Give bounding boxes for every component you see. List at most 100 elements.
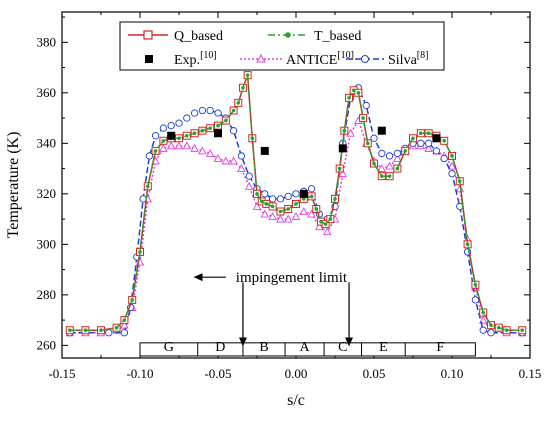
point-silva <box>268 195 277 203</box>
legend-marker-q-based <box>143 30 153 40</box>
point-t-based <box>361 116 365 120</box>
y-tick-label: 300 <box>37 236 57 251</box>
exp-point <box>167 131 176 140</box>
exp-point <box>377 126 386 135</box>
x-tick-label: 0.10 <box>441 366 464 381</box>
point-t-based <box>286 207 291 211</box>
point-t-based <box>450 154 454 158</box>
legend-marker-t-based <box>285 32 291 38</box>
point-silva <box>424 139 433 147</box>
point-antice <box>393 154 402 162</box>
point-silva <box>151 132 160 140</box>
point-t-based <box>241 85 245 90</box>
point-t-based <box>200 128 205 133</box>
x-tick-label: -0.05 <box>204 366 231 381</box>
point-t-based <box>264 202 269 206</box>
point-t-based <box>504 328 509 333</box>
y-axis-label: Temperature (K) <box>5 132 22 239</box>
point-t-based <box>395 166 400 171</box>
point-silva <box>198 106 207 115</box>
legend-entry-q-based: Q_based <box>128 29 223 44</box>
point-silva <box>479 326 487 334</box>
series-line-silva <box>69 87 523 334</box>
point-silva <box>378 149 386 158</box>
point-antice <box>307 209 316 218</box>
point-antice <box>276 214 285 223</box>
annotations: impingement limit <box>193 270 354 347</box>
point-silva <box>440 154 448 163</box>
point-t-based <box>372 161 376 166</box>
point-silva <box>261 190 269 198</box>
point-t-based <box>473 282 478 287</box>
point-silva <box>120 329 129 337</box>
point-t-based <box>442 139 447 143</box>
legend-label-q-based: Q_based <box>174 29 223 44</box>
x-tick-label: -0.10 <box>126 366 153 381</box>
point-silva <box>237 152 246 160</box>
point-t-based <box>99 328 103 333</box>
point-silva <box>432 147 441 155</box>
legend-label-t-based: T_based <box>314 29 361 44</box>
point-t-based <box>122 318 127 322</box>
point-silva <box>190 109 199 117</box>
point-t-based <box>208 126 212 130</box>
point-t-based <box>458 179 462 184</box>
point-silva <box>105 329 113 337</box>
point-t-based <box>153 149 158 153</box>
point-antice <box>120 320 129 329</box>
legend-label-silva-ref: [8] <box>417 50 429 61</box>
point-t-based <box>323 222 328 226</box>
y-tick-label: 320 <box>37 186 57 201</box>
point-t-based <box>138 250 142 254</box>
point-antice <box>182 141 192 150</box>
legend-marker-antice <box>256 53 266 63</box>
point-t-based <box>365 141 370 146</box>
point-silva <box>276 195 285 203</box>
exp-point <box>299 189 308 198</box>
point-silva <box>183 114 191 122</box>
point-silva <box>417 139 425 147</box>
point-t-based <box>337 166 342 171</box>
point-silva <box>159 124 168 132</box>
point-t-based <box>302 197 306 201</box>
zone-label-a: A <box>300 340 311 355</box>
point-silva <box>167 121 175 130</box>
y-tick-label: 340 <box>37 135 57 150</box>
point-t-based <box>146 184 150 189</box>
point-silva <box>145 152 154 160</box>
point-t-based <box>333 197 337 201</box>
point-t-based <box>342 128 347 133</box>
point-antice <box>268 212 277 221</box>
point-silva <box>385 152 394 160</box>
point-t-based <box>481 310 486 315</box>
legend-label-antice-ref: [10] <box>337 50 354 61</box>
point-t-based <box>185 133 189 138</box>
point-antice <box>377 164 387 173</box>
legend-label-silva-text: Silva <box>388 53 418 68</box>
point-t-based <box>270 204 275 209</box>
point-antice <box>299 207 309 215</box>
point-silva <box>362 101 370 110</box>
point-antice <box>190 143 199 152</box>
point-t-based <box>319 219 323 224</box>
point-silva <box>214 109 222 117</box>
x-tick-label: 0.05 <box>363 366 386 381</box>
point-t-based <box>114 325 119 330</box>
legend-label-exp: Exp.[10] <box>174 50 217 68</box>
zone-label-b: B <box>259 340 268 355</box>
experimental-points <box>167 126 441 198</box>
point-antice <box>322 227 332 236</box>
point-t-based <box>255 192 259 196</box>
point-t-based <box>216 123 220 128</box>
point-t-based <box>259 199 264 204</box>
point-t-based <box>245 73 250 77</box>
point-silva <box>229 127 238 135</box>
legend-label-antice-text: ANTICE <box>286 53 337 68</box>
point-antice <box>229 156 238 165</box>
point-t-based <box>387 174 392 178</box>
point-t-based <box>224 118 228 123</box>
point-t-based <box>356 91 361 95</box>
legend: Q_based T_based Exp.[10] ANTICE[10] Silv… <box>119 21 445 71</box>
